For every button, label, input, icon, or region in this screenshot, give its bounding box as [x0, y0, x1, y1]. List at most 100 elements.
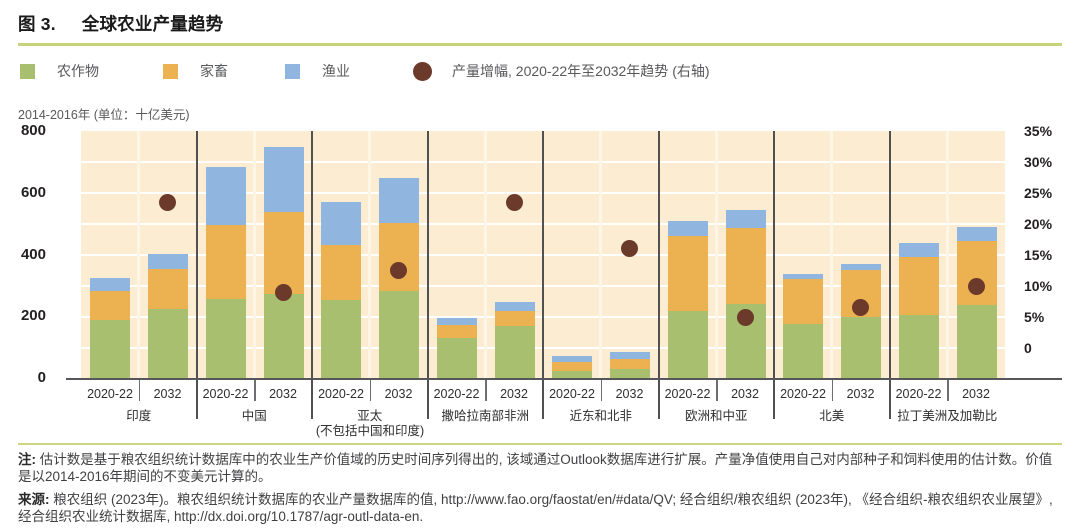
year-label: 2032	[615, 387, 644, 401]
bar-segment-crops	[667, 310, 708, 379]
livestock-swatch-icon	[163, 63, 178, 79]
bar-segment-livestock	[148, 268, 188, 310]
x-axis-tick	[138, 380, 141, 401]
axis-unit-label: 2014-2016年 (单位：十亿美元)	[18, 108, 190, 122]
bar-segment-livestock	[667, 236, 708, 311]
bar-group-7	[774, 131, 890, 379]
bar-segment-livestock	[263, 211, 304, 295]
year-label: 2020-22	[549, 387, 595, 401]
stacked-bar-2020-22	[667, 220, 708, 379]
group-separator	[773, 131, 775, 419]
bar-segment-fisheries	[783, 273, 823, 280]
legend-label-crops: 农作物	[57, 63, 99, 79]
notes-divider	[18, 443, 1062, 445]
x-label-cell-6: 2020-22 2032 欧洲和中亚	[659, 380, 775, 438]
group-separator	[426, 131, 429, 419]
note-text: 估计数是基于粮农组织统计数据库中的农业生产价值域的历史时间序列得出的, 该域通过…	[18, 452, 1053, 484]
notes-block: 注: 估计数是基于粮农组织统计数据库中的农业生产价值域的历史时间序列得出的, 该…	[18, 451, 1065, 531]
region-label: 欧洲和中亚	[684, 409, 748, 423]
bar-segment-fisheries	[205, 167, 246, 226]
growth-dot-icon	[413, 61, 432, 81]
bar-segment-crops	[956, 305, 997, 379]
stacked-bar-2020-22	[552, 355, 592, 379]
growth-dot	[621, 240, 638, 258]
right-axis-tick: 20%	[1024, 216, 1053, 232]
bar-segment-fisheries	[841, 264, 881, 270]
bar-segment-fisheries	[494, 302, 535, 312]
bar-segment-crops	[148, 309, 188, 379]
bar-segment-fisheries	[552, 355, 592, 362]
year-label: 2032	[846, 387, 875, 401]
bar-segment-fisheries	[725, 209, 766, 229]
column-gridline	[599, 131, 603, 379]
bar-segment-fisheries	[263, 146, 304, 212]
x-label-cell-2: 2020-22 2032 中国	[197, 380, 313, 438]
x-axis-tick	[600, 380, 603, 401]
x-label-cell-5: 2020-22 2032 近东和北非	[543, 380, 659, 438]
growth-dot	[390, 262, 407, 279]
group-separator	[888, 131, 891, 419]
bar-group-3	[312, 131, 428, 379]
x-axis-tick	[947, 380, 949, 401]
bar-segment-livestock	[494, 311, 535, 327]
fisheries-swatch-icon	[285, 63, 300, 79]
bar-segment-livestock	[205, 225, 246, 299]
year-label: 2032	[384, 387, 413, 401]
bar-segment-fisheries	[321, 202, 361, 246]
source-text: 粮农组织 (2023年)。粮农组织统计数据库的农业产量数据库的值, http:/…	[18, 492, 1053, 524]
bar-segment-crops	[436, 337, 477, 379]
region-label: 拉丁美洲及加勒比	[897, 409, 998, 423]
year-label: 2032	[269, 387, 297, 401]
stacked-bar-2032	[725, 209, 766, 379]
stacked-bar-2020-22	[436, 318, 477, 379]
growth-dot	[274, 283, 292, 301]
year-label: 2020-22	[202, 387, 249, 401]
crops-swatch-icon	[20, 63, 35, 79]
stacked-bar-2020-22	[898, 242, 939, 379]
stacked-bar-2032	[379, 177, 419, 379]
right-axis-tick: 30%	[1024, 154, 1053, 170]
bar-segment-crops	[552, 370, 592, 379]
bar-segment-crops	[205, 299, 246, 379]
right-axis-tick: 0	[1024, 340, 1032, 356]
stacked-bar-2020-22	[783, 273, 823, 379]
year-label: 2032	[962, 387, 990, 401]
x-label-cell-7: 2020-22 2032 北美	[774, 380, 890, 438]
region-label: 印度	[126, 409, 152, 423]
group-separator	[657, 131, 660, 419]
bar-group-6	[659, 131, 775, 379]
growth-dot	[967, 277, 985, 295]
x-axis-tick	[716, 380, 718, 401]
left-axis-tick: 800	[20, 122, 46, 139]
legend-item-growth: 产量增幅, 2020-22年至2032年趋势 (右轴)	[413, 61, 710, 81]
year-label: 2020-22	[87, 387, 133, 401]
note-paragraph: 注: 估计数是基于粮农组织统计数据库中的农业生产价值域的历史时间序列得出的, 该…	[18, 451, 1065, 485]
right-axis-tick: 10%	[1024, 278, 1053, 294]
x-label-cell-8: 2020-22 2032 拉丁美洲及加勒比	[890, 380, 1006, 438]
stacked-bar-2020-22	[321, 202, 361, 379]
stacked-bar-2032	[263, 146, 304, 379]
bar-segment-crops	[841, 317, 881, 379]
bar-segment-fisheries	[667, 220, 708, 237]
source-paragraph: 来源: 粮农组织 (2023年)。粮农组织统计数据库的农业产量数据库的值, ht…	[18, 491, 1065, 525]
x-axis-line	[66, 377, 1062, 380]
bar-segment-fisheries	[148, 254, 188, 269]
x-axis-labels: 2020-22 2032 印度 2020-22 2032 中国 2020-22 2032 亚太(…	[81, 380, 1005, 438]
source-label: 来源:	[18, 492, 50, 507]
region-label: 撒哈拉南部非洲	[441, 409, 529, 423]
right-axis-tick: 25%	[1024, 185, 1053, 201]
page-title: 全球农业产量趋势	[81, 14, 224, 34]
year-label: 2032	[153, 387, 182, 401]
stacked-bar-2032	[841, 264, 881, 379]
bar-segment-livestock	[956, 241, 997, 306]
region-label: 中国	[241, 409, 267, 423]
right-axis-tick: 5%	[1024, 309, 1045, 325]
year-label: 2020-22	[664, 387, 711, 401]
legend-label-livestock: 家畜	[200, 63, 228, 79]
bar-segment-fisheries	[610, 352, 650, 359]
column-gridline	[368, 131, 372, 379]
bar-segment-fisheries	[90, 278, 130, 291]
legend-label-growth: 产量增幅, 2020-22年至2032年趋势 (右轴)	[452, 63, 710, 79]
bar-segment-livestock	[436, 325, 477, 338]
